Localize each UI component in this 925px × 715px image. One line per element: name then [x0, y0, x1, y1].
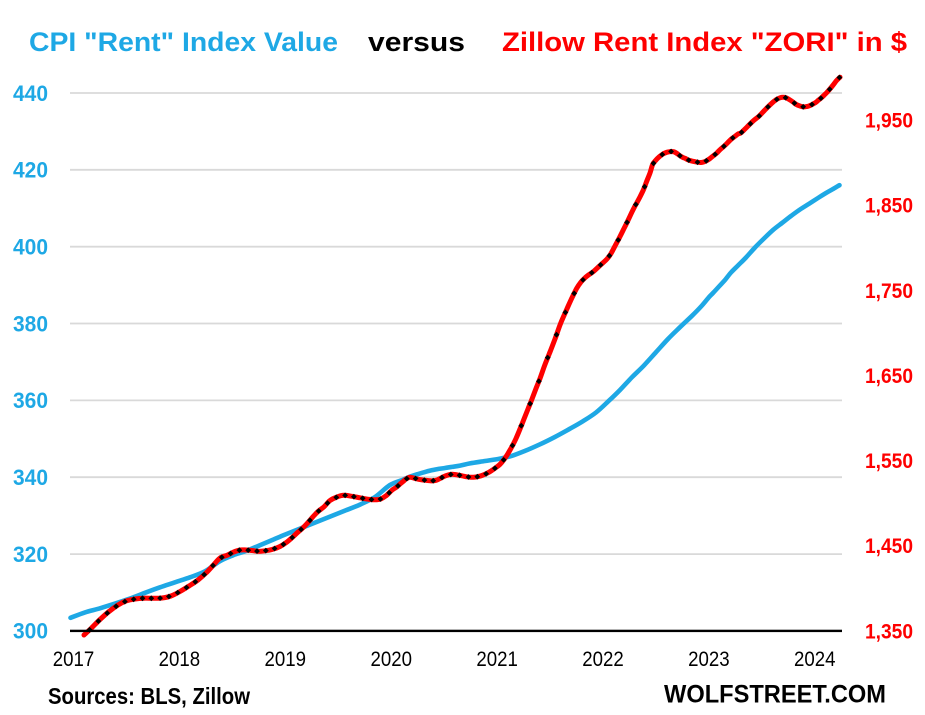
svg-text:2017: 2017	[53, 648, 95, 671]
svg-text:1,950: 1,950	[865, 110, 913, 133]
svg-text:1,650: 1,650	[865, 365, 913, 388]
svg-text:2018: 2018	[159, 648, 201, 671]
svg-text:1,350: 1,350	[865, 620, 913, 643]
svg-text:1,850: 1,850	[865, 195, 913, 218]
svg-text:440: 440	[13, 81, 48, 106]
svg-text:2019: 2019	[265, 648, 307, 671]
svg-text:420: 420	[13, 158, 48, 183]
svg-text:400: 400	[13, 235, 48, 260]
svg-text:1,450: 1,450	[865, 535, 913, 558]
svg-text:2023: 2023	[688, 648, 730, 671]
svg-text:300: 300	[13, 619, 48, 644]
svg-text:Sources: BLS, Zillow: Sources: BLS, Zillow	[48, 683, 250, 709]
svg-text:WOLFSTREET.COM: WOLFSTREET.COM	[664, 681, 886, 709]
svg-text:2020: 2020	[370, 648, 412, 671]
svg-text:CPI "Rent" Index Value: CPI "Rent" Index Value	[29, 27, 338, 57]
svg-text:2022: 2022	[582, 648, 624, 671]
svg-text:1,550: 1,550	[865, 450, 913, 473]
svg-text:Zillow Rent Index "ZORI" in $: Zillow Rent Index "ZORI" in $	[502, 27, 907, 57]
svg-text:2024: 2024	[794, 648, 836, 671]
svg-text:320: 320	[13, 542, 48, 567]
svg-text:versus: versus	[368, 27, 465, 57]
svg-text:1,750: 1,750	[865, 280, 913, 303]
svg-text:2021: 2021	[476, 648, 518, 671]
svg-text:380: 380	[13, 311, 48, 336]
svg-text:360: 360	[13, 388, 48, 413]
svg-text:340: 340	[13, 465, 48, 490]
